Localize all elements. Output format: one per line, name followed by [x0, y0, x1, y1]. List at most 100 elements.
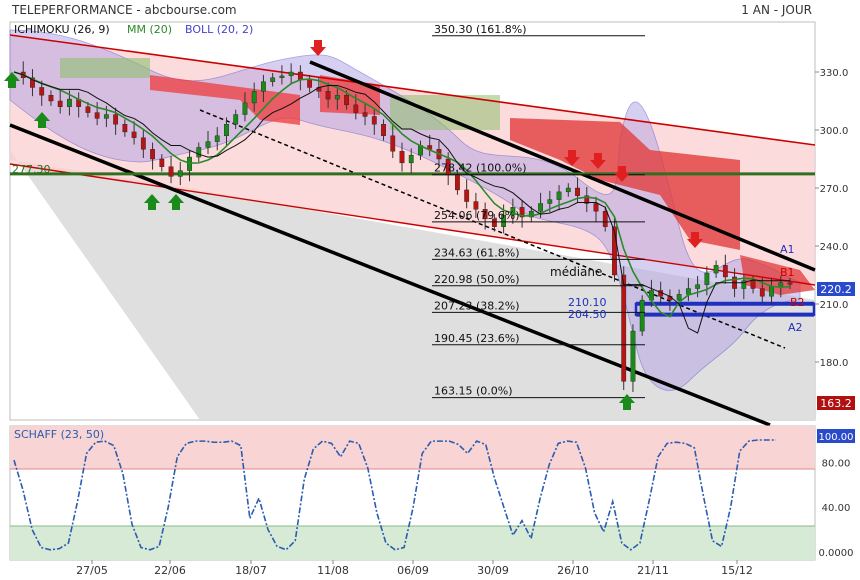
candle-body: [769, 286, 774, 297]
candle-body: [491, 218, 497, 227]
x-tick-label: 30/09: [477, 564, 509, 577]
candle-body: [270, 77, 276, 82]
sell-arrow: [590, 153, 606, 169]
candle-body: [630, 330, 636, 382]
buy-arrow: [4, 72, 20, 88]
x-tick-label: 22/06: [154, 564, 186, 577]
candle-body: [612, 226, 617, 276]
schaff-value-text: 100.00: [819, 432, 854, 443]
cloud-label-b2: B2: [790, 296, 805, 309]
candle-body: [131, 131, 137, 138]
legend-mm: MM (20): [127, 23, 172, 36]
sell-arrow: [310, 40, 326, 56]
x-tick-label: 21/11: [637, 564, 669, 577]
x-tick-label: 26/10: [557, 564, 589, 577]
fib-level-label: 278.42 (100.0%): [434, 162, 527, 175]
median-dashed-line: [199, 109, 786, 349]
candle-body: [214, 135, 220, 142]
candle-body: [85, 106, 91, 113]
x-tick-label: 06/09: [397, 564, 429, 577]
fib-level-label: 207.23 (38.2%): [434, 299, 520, 312]
black-resistance-line: [309, 60, 816, 272]
candle-body: [159, 158, 165, 167]
candle-body: [103, 114, 109, 119]
candle-body: [353, 104, 359, 113]
buy-arrow: [34, 112, 50, 128]
fib-level-label: 163.15 (0.0%): [434, 385, 513, 398]
schaff-y-tick-label: 80.00: [822, 458, 851, 469]
schaff-top-zone: [10, 426, 815, 469]
candle-body: [242, 102, 248, 115]
candle-body: [39, 87, 45, 96]
buy-arrow: [168, 194, 184, 210]
candle-body: [177, 170, 183, 177]
bollinger-band: [9, 29, 801, 391]
sell-arrow: [564, 150, 580, 166]
x-axis: 27/05 22/06 18/07 11/08 06/09 30/09 26/10 21/11…: [76, 560, 753, 577]
candle-body: [676, 294, 682, 301]
buy-arrow: [619, 394, 635, 410]
candle-body: [759, 288, 765, 297]
candle-body: [787, 282, 793, 285]
cloud-red-4: [740, 255, 815, 295]
candle-body: [113, 114, 119, 125]
indicator-lines: [13, 71, 791, 334]
candle-body: [621, 274, 627, 382]
y-tick-label: 240.0: [820, 242, 849, 253]
candle-body: [528, 210, 534, 218]
candle-body: [778, 282, 784, 287]
zone-top-label: 210.10: [568, 296, 607, 309]
schaff-y-tick-label: 40.00: [822, 503, 851, 514]
overlay-lines: [9, 34, 816, 427]
candle-body: [750, 280, 756, 289]
signal-arrows: [4, 40, 703, 410]
y-tick-label: 180.0: [820, 358, 849, 369]
fib-level-label: 220.98 (50.0%): [434, 273, 520, 286]
y-tick-label: 270.0: [820, 184, 849, 195]
candle-body: [30, 77, 35, 88]
candle-body: [741, 280, 747, 289]
candle-body: [390, 135, 396, 152]
candle-body: [344, 94, 349, 106]
candle-body: [381, 123, 386, 136]
candle-body: [713, 265, 719, 274]
mediane-label: médiane: [550, 265, 602, 279]
schaff-y-tick-label: 0.0000: [819, 548, 854, 559]
low-price-badge: [817, 396, 855, 410]
channel-top-line: [9, 34, 816, 146]
candle-body: [196, 147, 202, 158]
schaff-line: [13, 439, 776, 551]
candle-body: [482, 209, 488, 220]
cloud-green-1: [60, 58, 150, 78]
y-tick-label: 330.0: [820, 68, 849, 79]
candle-body: [408, 154, 414, 164]
low-price-text: 163.2: [820, 397, 852, 410]
cloud-label-a2: A2: [788, 321, 803, 334]
fib-level-label: 350.30 (161.8%): [434, 23, 527, 36]
candle-body: [94, 112, 100, 119]
candle-body: [224, 123, 229, 136]
sell-arrow: [614, 166, 630, 182]
buy-arrow: [144, 194, 160, 210]
candle-body: [288, 71, 294, 77]
x-tick-label: 15/12: [721, 564, 753, 577]
zone-bottom-label: 204.50: [568, 308, 607, 321]
channel-bottom-line: [9, 163, 816, 286]
candle-body: [602, 210, 608, 227]
y-axis-schaff: 80.00 40.00 0.0000: [819, 458, 854, 559]
candle-body: [538, 203, 543, 212]
candle-body: [399, 151, 405, 164]
candle-body: [565, 187, 571, 193]
candle-body: [704, 272, 710, 285]
candle-body: [150, 149, 155, 160]
candle-body: [510, 207, 516, 216]
schaff-legend: SCHAFF (23, 50): [14, 428, 104, 441]
candle-body: [455, 174, 460, 191]
candle-body: [334, 94, 340, 100]
candle-body: [371, 116, 377, 125]
ichimoku-line: [13, 71, 790, 334]
schaff-bottom-zone: [10, 526, 815, 560]
y-tick-label: 300.0: [820, 126, 849, 137]
